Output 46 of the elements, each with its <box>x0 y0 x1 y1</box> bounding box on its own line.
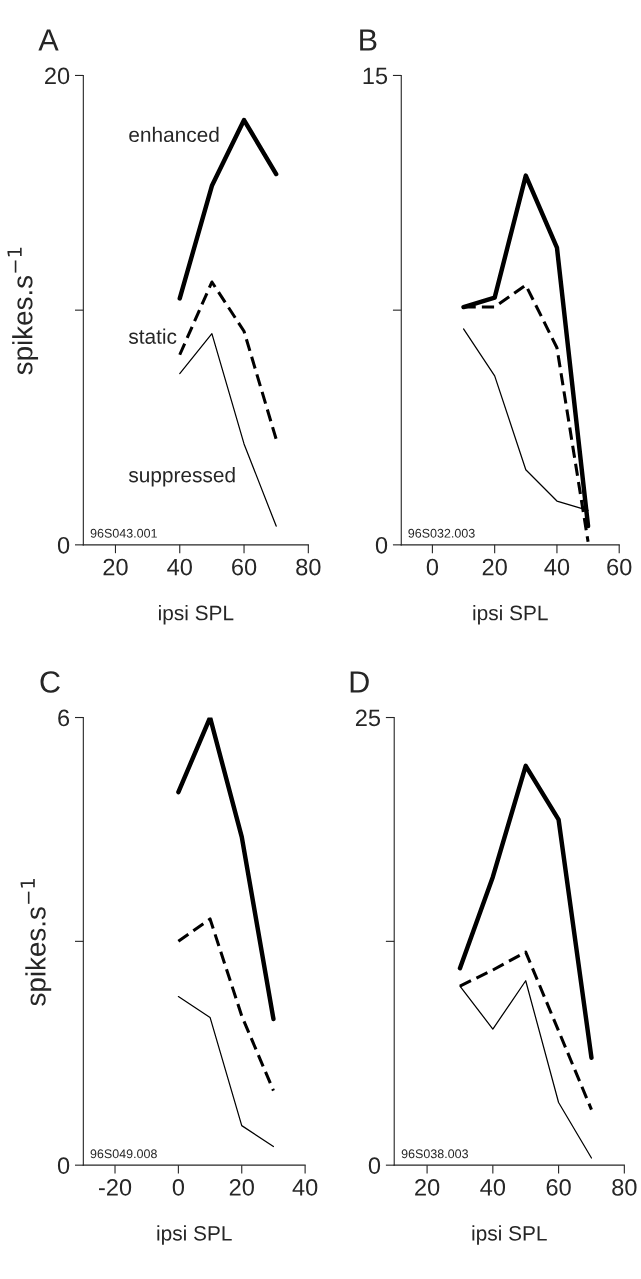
y-tick-label: 20 <box>45 67 70 85</box>
x-tick-label: 80 <box>612 1178 637 1196</box>
series-label: suppressed <box>128 467 235 487</box>
x-tick-label: 20 <box>229 1178 254 1196</box>
x-tick-label: 40 <box>480 1178 506 1196</box>
chart-title: C <box>40 671 60 693</box>
x-tick-label: 40 <box>544 558 570 576</box>
x-axis-title: ipsi SPL <box>472 1225 547 1245</box>
x-tick-label: 40 <box>167 558 192 576</box>
chart-title: D <box>350 671 369 693</box>
y-axis-title: spikes.s$^{−1}$ <box>20 879 52 1006</box>
annotation: 96S038.003 <box>401 1149 468 1159</box>
chart-title: B <box>360 29 377 51</box>
x-axis-title: ipsi SPL <box>159 605 234 625</box>
x-tick-label: 20 <box>415 1178 440 1196</box>
x-axis-title: ipsi SPL <box>157 1225 232 1245</box>
x-tick-label: 20 <box>103 558 128 576</box>
x-tick-label: 0 <box>172 1178 185 1196</box>
x-tick-label: -20 <box>99 1178 132 1196</box>
x-tick-label: 60 <box>546 1178 571 1196</box>
y-tick-label: 6 <box>58 709 70 727</box>
line-series <box>178 280 278 441</box>
line-series <box>457 763 594 1060</box>
y-tick-label: 0 <box>57 1157 70 1174</box>
y-tick-label: 0 <box>57 536 70 554</box>
x-tick-label: 20 <box>482 558 507 576</box>
x-axis-title: ipsi SPL <box>473 605 548 625</box>
chart-title: A <box>38 29 59 51</box>
series-label: static <box>128 328 177 344</box>
line-series <box>177 995 275 1148</box>
annotation: 96S049.008 <box>90 1149 157 1159</box>
y-tick-label: 0 <box>375 536 388 554</box>
annotation: 96S043.001 <box>90 528 157 538</box>
x-tick-label: 80 <box>296 558 321 576</box>
line-series <box>176 917 275 1093</box>
series-label: enhanced <box>129 126 219 143</box>
x-tick-label: 0 <box>426 558 439 576</box>
annotation: 96S032.003 <box>408 528 475 538</box>
x-tick-label: 60 <box>607 558 632 576</box>
x-tick-label: 60 <box>232 558 257 576</box>
y-tick-label: 0 <box>368 1157 381 1174</box>
y-tick-label: 25 <box>355 709 381 727</box>
y-axis-title: spikes.s$^{−1}$ <box>7 247 39 375</box>
x-tick-label: 40 <box>292 1178 318 1196</box>
line-series <box>176 717 276 1022</box>
y-tick-label: 15 <box>363 67 388 85</box>
